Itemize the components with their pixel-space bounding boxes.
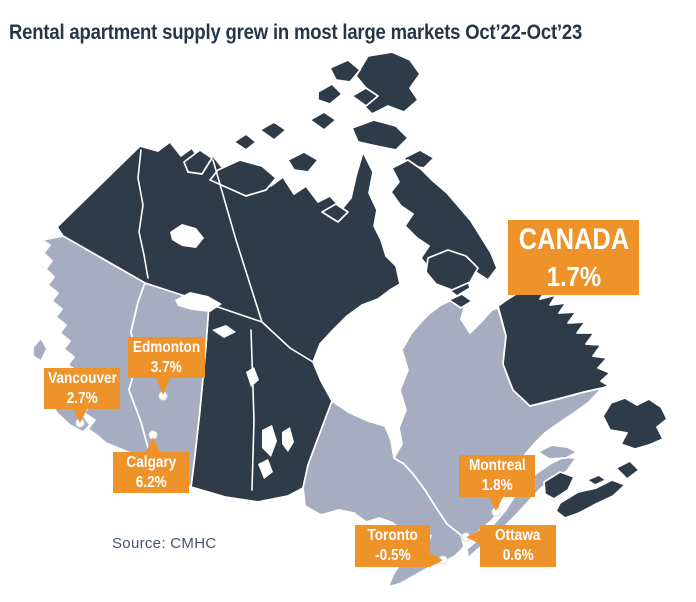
province-borders (137, 149, 314, 491)
city-name: Calgary (126, 453, 176, 471)
callout-toronto: Toronto -0.5% (355, 525, 443, 567)
callout-tail (156, 378, 170, 395)
callout-vancouver: Vancouver 2.7% (44, 368, 120, 423)
canada-label: CANADA (518, 223, 629, 257)
source-note: Source: CMHC (112, 535, 217, 552)
lake-winnipeg (262, 425, 277, 457)
callout-tail (146, 437, 160, 452)
saskatchewan-north-border (208, 303, 263, 323)
page-title: Rental apartment supply grew in most lar… (9, 21, 583, 45)
saskatchewan-manitoba-border (250, 329, 255, 491)
southampton-island (425, 249, 479, 291)
region-labrador (497, 285, 611, 407)
yukon-nwt-border (137, 149, 149, 279)
nwt-nunavut-border (212, 159, 263, 323)
callout-tail (73, 409, 87, 423)
city-value: 2.7% (66, 389, 98, 407)
canada-summary-box: CANADA 1.7% (508, 220, 639, 295)
callout-tail (489, 497, 503, 511)
lakes (170, 224, 294, 479)
arctic-islands (183, 51, 498, 309)
cape-breton (615, 460, 640, 480)
city-name: Vancouver (47, 369, 117, 387)
canada-value: 1.7% (546, 260, 601, 292)
city-name: Ottawa (495, 527, 541, 545)
callout-montreal: Montreal 1.8% (459, 455, 535, 511)
city-value: 0.6% (502, 547, 534, 564)
city-name: Toronto (367, 527, 418, 545)
city-name: Edmonton (132, 338, 201, 356)
callout-calgary: Calgary 6.2% (113, 437, 189, 493)
haida-gwaii-island (32, 337, 48, 362)
city-name: Montreal (468, 457, 526, 475)
new-brunswick (543, 471, 575, 500)
region-maritimes (543, 460, 640, 519)
nova-scotia (555, 479, 626, 519)
city-value: 1.8% (481, 477, 513, 494)
callout-edmonton: Edmonton 3.7% (128, 337, 205, 395)
city-value: 3.7% (151, 358, 182, 376)
prince-edward-island (586, 474, 607, 486)
region-newfoundland (602, 397, 668, 450)
callout-ottawa: Ottawa 0.6% (466, 525, 556, 567)
great-slave-lake (175, 292, 222, 312)
great-bear-lake (170, 224, 204, 248)
city-value: -0.5% (374, 547, 411, 564)
anticosti-island (537, 444, 578, 460)
callout-tail (466, 530, 480, 544)
city-value: 6.2% (135, 473, 167, 491)
callout-tail (430, 553, 443, 567)
manitoba-nunavut-border (261, 321, 314, 363)
